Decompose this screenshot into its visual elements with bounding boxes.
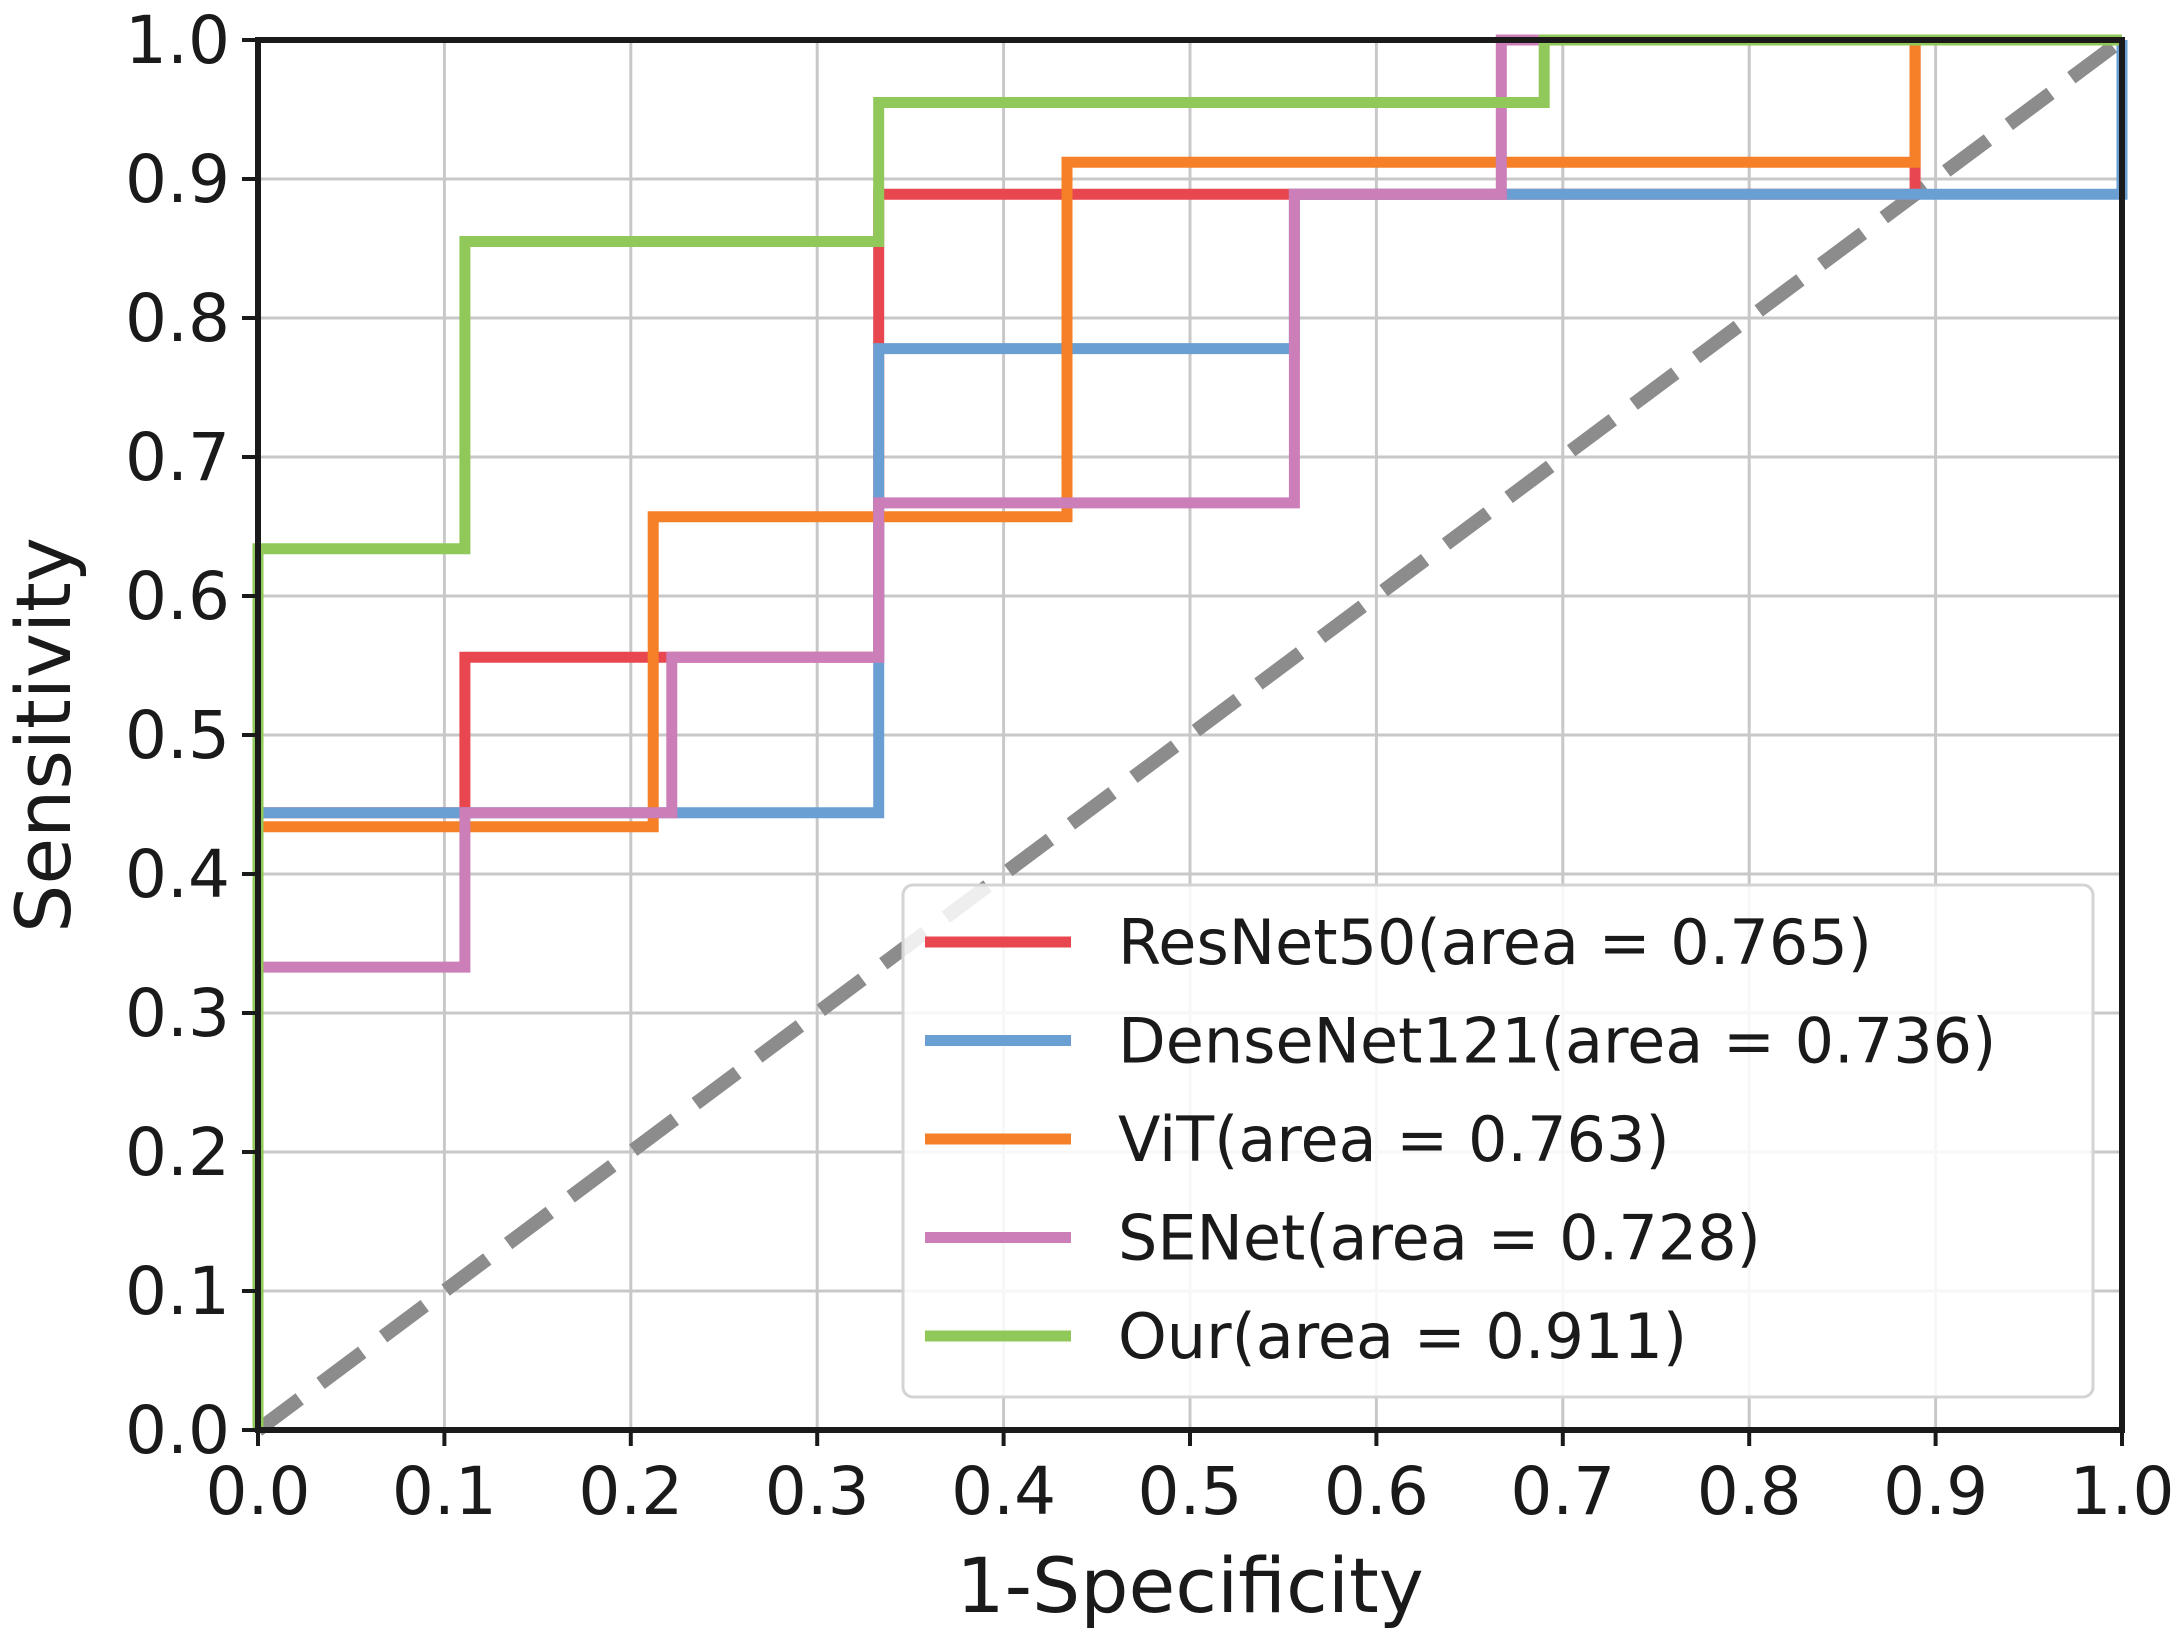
x-tick-label: 0.3 (765, 1453, 870, 1530)
y-tick-label: 0.7 (125, 419, 230, 496)
x-tick-label: 0.1 (392, 1453, 497, 1530)
y-tick-label: 0.0 (125, 1392, 230, 1469)
y-tick-label: 0.2 (125, 1114, 230, 1191)
y-tick-label: 0.9 (125, 141, 230, 218)
legend-label-senet: SENet(area = 0.728) (1118, 1202, 1761, 1275)
roc-curves (252, 34, 2128, 1430)
roc-curve-our (252, 34, 2122, 1430)
y-tick-label: 0.6 (125, 558, 230, 635)
x-axis-title: 1-Specificity (956, 1541, 1423, 1630)
legend-label-our: Our(area = 0.911) (1118, 1300, 1687, 1373)
x-tick-label: 0.7 (1510, 1453, 1615, 1530)
x-tick-label: 0.5 (1138, 1453, 1243, 1530)
axis-ticks: 0.0 0.1 0.2 0.3 0.4 0.5 0.6 0.7 0.8 0.9 1.0 0.0 0.1 0… (125, 2, 2174, 1530)
y-tick-label: 0.4 (125, 836, 230, 913)
y-axis-title: Sensitivity (0, 537, 88, 933)
x-tick-label: 0.8 (1697, 1453, 1802, 1530)
legend-box (901, 883, 2095, 1399)
y-tick-label: 1.0 (125, 2, 230, 79)
y-tick-label: 0.1 (125, 1253, 230, 1330)
x-tick-label: 0.2 (578, 1453, 683, 1530)
y-tick-label: 0.5 (125, 697, 230, 774)
x-tick-label: 1.0 (2070, 1453, 2175, 1530)
x-tick-label: 0.0 (206, 1453, 311, 1530)
legend-label-vit: ViT(area = 0.763) (1118, 1103, 1670, 1176)
roc-curve-senet (252, 34, 2122, 1430)
roc-curve-densenet121 (252, 40, 2128, 1430)
x-tick-label: 0.6 (1324, 1453, 1429, 1530)
y-tick-label: 0.8 (125, 280, 230, 357)
roc-curve-vit (252, 34, 2122, 1430)
legend-label-resnet50: ResNet50(area = 0.765) (1118, 906, 1872, 979)
x-tick-label: 0.4 (951, 1453, 1056, 1530)
legend-label-densenet121: DenseNet121(area = 0.736) (1118, 1005, 1996, 1078)
legend: ResNet50(area = 0.765) DenseNet121(area =… (901, 883, 2095, 1399)
x-tick-label: 0.9 (1883, 1453, 1988, 1530)
y-tick-label: 0.3 (125, 975, 230, 1052)
